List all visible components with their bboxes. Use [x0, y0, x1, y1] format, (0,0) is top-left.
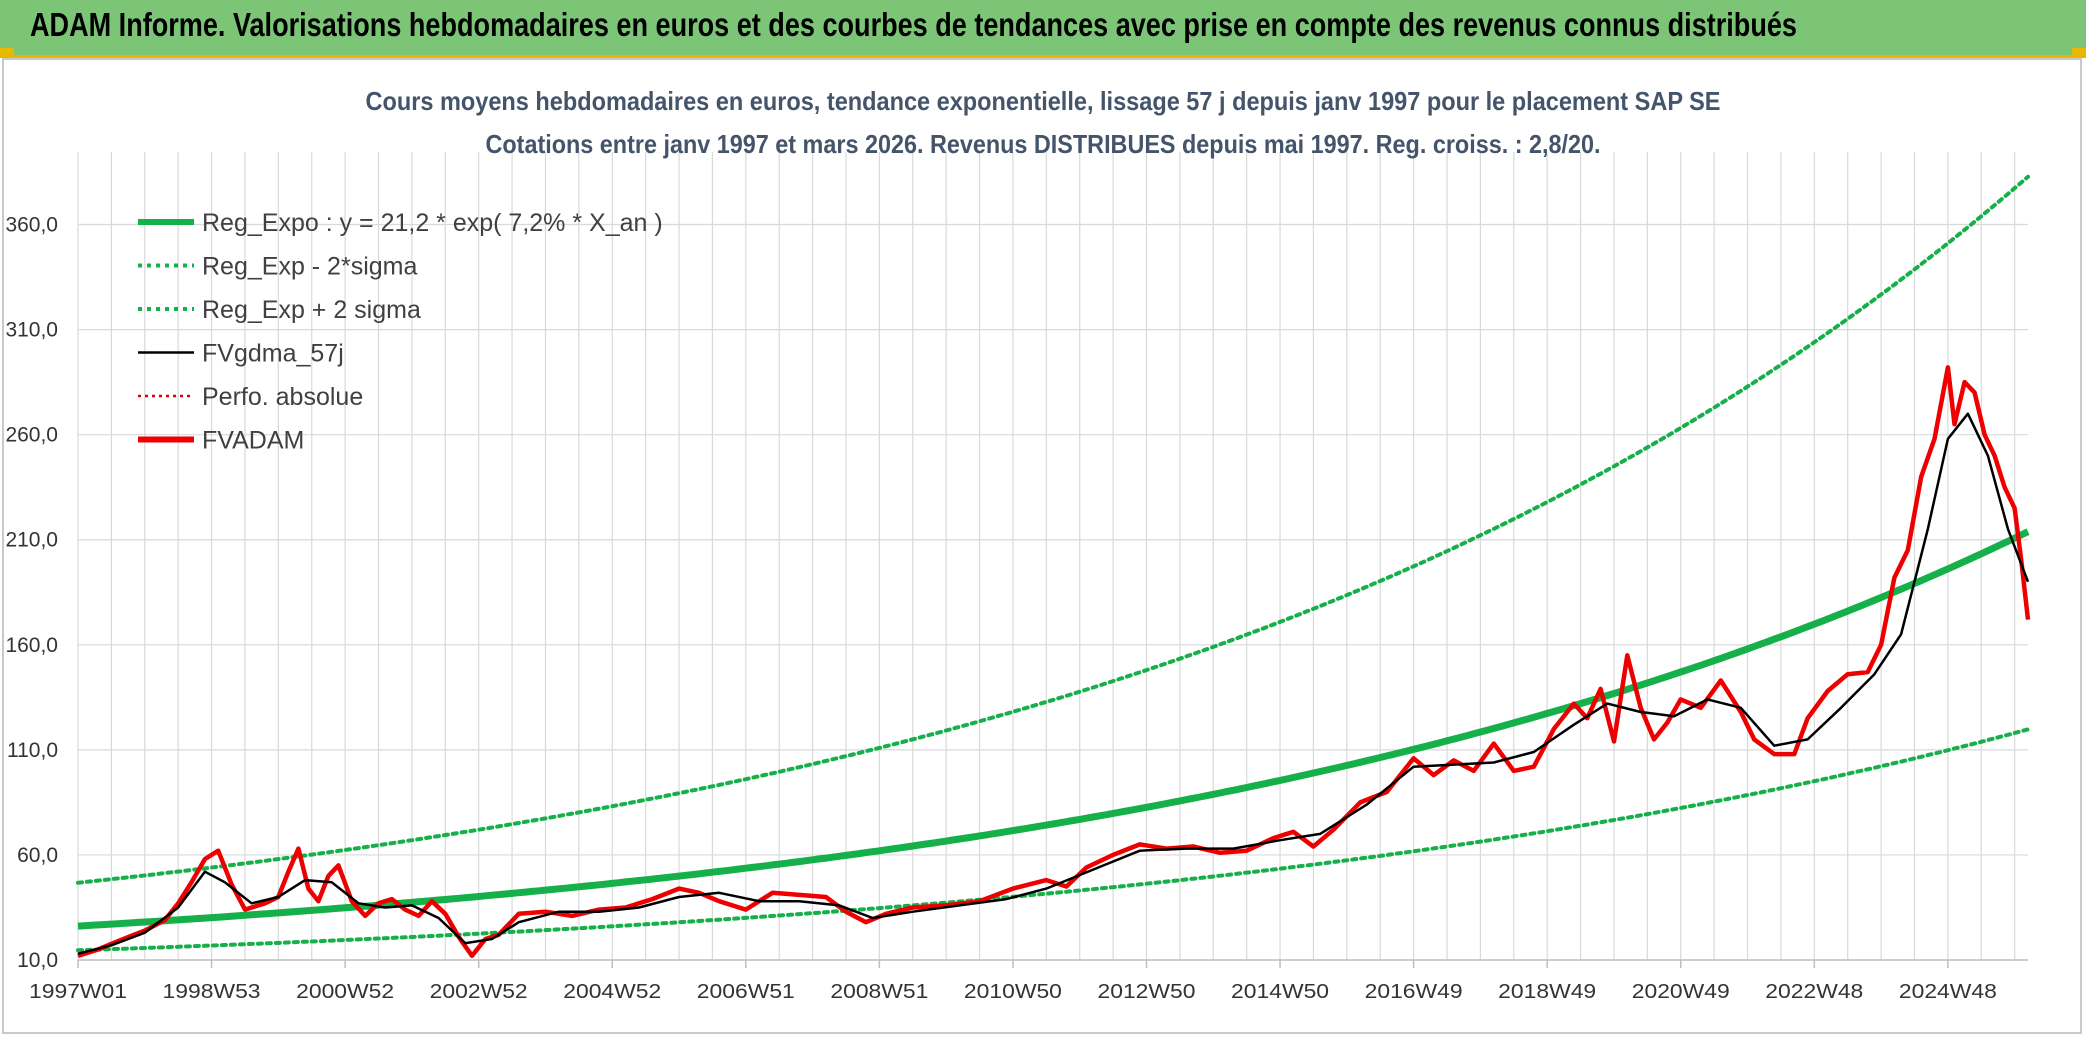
chart-title-line2: Cotations entre janv 1997 et mars 2026. …: [486, 129, 1601, 159]
report-title: ADAM Informe. Valorisations hebdomadaire…: [30, 6, 1797, 43]
fvadam-line: [77, 365, 2031, 959]
chart-title-line1: Cours moyens hebdomadaires en euros, ten…: [366, 86, 1721, 116]
legend-label: Reg_Expo : y = 21,2 * exp( 7,2% * X_an ): [202, 209, 663, 237]
x-tick-label: 2024W48: [1899, 981, 1997, 1003]
x-tick-label: 2022W48: [1765, 981, 1863, 1003]
reg-exp-minus-2sigma-line: [76, 727, 2030, 953]
x-tick-label: 2012W50: [1097, 981, 1195, 1003]
y-tick-label: 310,0: [5, 319, 58, 342]
x-tick-label: 2014W50: [1231, 981, 1329, 1003]
x-tick-label: 2006W51: [697, 981, 795, 1003]
fvgdma-57j-line: [77, 412, 2030, 955]
grid-layer: [77, 152, 2028, 961]
legend-label: Reg_Exp - 2*sigma: [202, 253, 417, 281]
reg-expo-line: [77, 528, 2030, 930]
x-tick-label: 2020W49: [1632, 981, 1730, 1003]
x-tick-label: 2004W52: [563, 981, 661, 1003]
x-axis: 1997W01 1998W53 2000W52 2002W52 2004W52 2006W…: [29, 959, 2028, 1003]
legend-label: FVADAM: [202, 427, 304, 455]
legend-item-reg-expo-y-21-2-exp-7-2-: Reg_Expo : y = 21,2 * exp( 7,2% * X_an ): [138, 209, 663, 237]
y-tick-label: 360,0: [5, 214, 58, 237]
legend-item-fvgdma-57j: FVgdma_57j: [138, 340, 344, 368]
x-tick-label: 1997W01: [29, 981, 127, 1003]
banner-corner-right: [2072, 48, 2086, 56]
title-banner: ADAM Informe. Valorisations hebdomadaire…: [0, 0, 2086, 58]
legend-label: Reg_Exp + 2 sigma: [202, 296, 421, 324]
x-tick-label: 2018W49: [1498, 981, 1596, 1003]
x-tick-label: 2002W52: [430, 981, 528, 1003]
legend-label: Perfo. absolue: [202, 383, 363, 411]
x-tick-label: 2010W50: [964, 981, 1062, 1003]
x-tick-label: 2008W51: [830, 981, 928, 1003]
legend-item-perfo-absolue: Perfo. absolue: [138, 383, 363, 411]
y-tick-label: 10,0: [17, 949, 58, 972]
y-axis: 10,0 60,0 110,0 160,0 210,0 260,0 310,0 360,0: [5, 214, 58, 972]
y-tick-label: 210,0: [5, 529, 58, 552]
y-tick-label: 260,0: [5, 424, 58, 447]
legend-item-reg-exp-2-sigma: Reg_Exp + 2 sigma: [138, 296, 421, 324]
banner-corner-left: [0, 48, 14, 56]
y-tick-label: 160,0: [5, 634, 58, 657]
x-tick-label: 2016W49: [1365, 981, 1463, 1003]
legend-label: FVgdma_57j: [202, 340, 344, 368]
legend-item-reg-exp-2-sigma: Reg_Exp - 2*sigma: [138, 253, 417, 281]
chart-frame: [2, 58, 2082, 1034]
series-layer: [76, 174, 2031, 959]
y-tick-label: 60,0: [17, 844, 58, 867]
legend: Reg_Expo : y = 21,2 * exp( 7,2% * X_an )…: [138, 209, 663, 455]
legend-item-fvadam: FVADAM: [138, 427, 304, 455]
x-tick-label: 1998W53: [163, 981, 261, 1003]
x-tick-label: 2000W52: [296, 981, 394, 1003]
reg-exp-plus-2sigma-line: [76, 174, 2030, 885]
y-tick-label: 110,0: [7, 739, 58, 762]
